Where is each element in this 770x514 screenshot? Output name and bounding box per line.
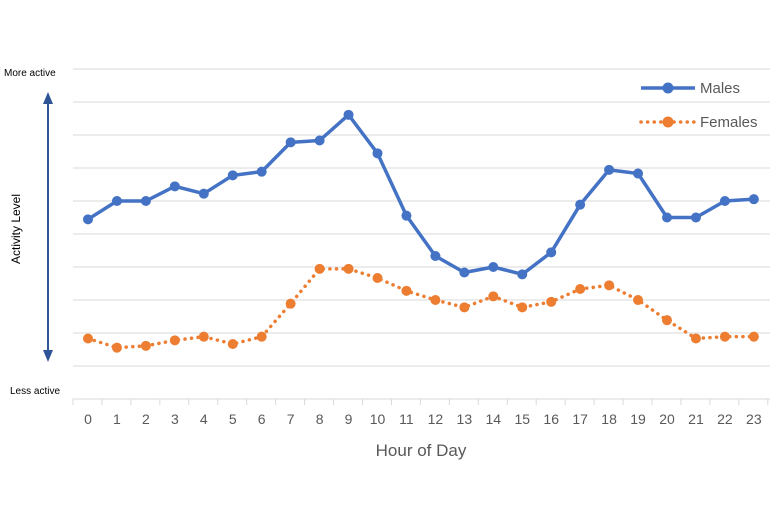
data-point-males: [285, 137, 296, 148]
x-tick-label: 18: [601, 411, 617, 427]
data-point-males: [372, 148, 383, 159]
x-tick-labels: 0 1 2 3 4 5 6 7 8 9 10 11 12 13 14 15 16 17 18 19 20 21 22 23: [72, 399, 769, 427]
data-point-females: [575, 284, 586, 294]
data-point-females: [314, 263, 325, 274]
x-tick-label: 8: [316, 411, 324, 427]
data-point-males: [546, 247, 557, 258]
data-point-females: [488, 291, 499, 302]
data-point-males: [690, 212, 701, 223]
y-axis-title: Activity Level: [9, 194, 23, 264]
data-point-males: [575, 199, 586, 210]
x-tick-label: 12: [428, 411, 444, 427]
data-point-females: [169, 335, 180, 346]
data-point-females: [690, 333, 701, 344]
x-tick-label: 7: [287, 411, 295, 427]
series-line-males: [87, 113, 754, 277]
x-tick-label: 17: [572, 411, 588, 427]
data-point-males: [256, 166, 267, 177]
legend-marker-females: [662, 116, 674, 128]
x-tick-label: 2: [142, 411, 150, 427]
legend-item-males: Males: [641, 80, 740, 97]
data-point-females: [633, 295, 644, 305]
data-point-males: [633, 168, 644, 179]
data-point-females: [227, 339, 238, 349]
data-point-females: [401, 285, 412, 296]
data-point-females: [546, 296, 557, 307]
x-axis-title: Hour of Day: [376, 441, 467, 460]
data-point-females: [198, 331, 209, 342]
data-point-males: [111, 196, 122, 206]
data-point-males: [83, 214, 93, 225]
data-point-females: [719, 331, 730, 342]
legend-label-males: Males: [700, 80, 740, 97]
x-tick-label: 14: [486, 411, 502, 427]
less-active-label: Less active: [10, 386, 60, 397]
x-tick-label: 22: [717, 411, 733, 427]
data-point-males: [430, 251, 441, 261]
legend-label-females: Females: [700, 114, 758, 131]
data-point-females: [748, 331, 759, 342]
series-males: [83, 109, 759, 280]
data-point-females: [517, 302, 528, 313]
x-tick-label: 23: [746, 411, 762, 427]
data-point-males: [314, 135, 325, 146]
activity-arrow: [43, 92, 53, 362]
more-active-label: More active: [4, 68, 56, 79]
arrow-up-icon: [43, 92, 53, 104]
data-point-females: [430, 295, 441, 305]
x-tick-label: 4: [200, 411, 208, 427]
x-tick-label: 0: [84, 411, 92, 427]
x-tick-label: 11: [399, 411, 414, 427]
data-point-females: [256, 331, 267, 342]
data-point-females: [459, 302, 470, 313]
x-tick-label: 9: [345, 411, 353, 427]
x-tick-label: 1: [113, 411, 121, 427]
arrow-down-icon: [43, 350, 53, 362]
legend: Males Females: [639, 80, 758, 131]
x-tick-label: 10: [370, 411, 386, 427]
data-point-males: [748, 194, 759, 205]
data-point-males: [604, 164, 615, 175]
data-point-females: [285, 298, 296, 309]
data-point-males: [459, 267, 470, 278]
data-point-females: [111, 342, 122, 353]
x-tick-label: 21: [688, 411, 704, 427]
data-point-males: [227, 170, 238, 181]
legend-marker-males: [662, 82, 674, 94]
x-tick-label: 5: [229, 411, 237, 427]
data-point-females: [604, 280, 615, 291]
data-point-males: [719, 196, 730, 206]
x-tick-label: 20: [659, 411, 675, 427]
data-point-males: [343, 109, 354, 120]
data-point-females: [372, 273, 383, 283]
data-point-males: [662, 212, 672, 223]
data-point-males: [169, 181, 180, 192]
data-point-males: [488, 262, 499, 272]
x-tick-label: 16: [543, 411, 559, 427]
series-females: [83, 263, 759, 353]
x-tick-label: 19: [630, 411, 646, 427]
series-layer: [83, 109, 759, 353]
data-point-females: [343, 263, 354, 274]
data-point-females: [662, 315, 672, 326]
x-tick-label: 6: [258, 411, 266, 427]
data-point-females: [83, 333, 93, 344]
data-point-males: [401, 210, 412, 221]
legend-item-females: Females: [639, 114, 758, 131]
data-point-males: [140, 196, 151, 206]
x-tick-label: 3: [171, 411, 179, 427]
x-tick-label: 13: [457, 411, 473, 427]
data-point-males: [198, 188, 209, 199]
series-line-females: [86, 267, 756, 350]
data-point-males: [517, 269, 528, 280]
x-tick-label: 15: [514, 411, 530, 427]
data-point-females: [140, 340, 151, 351]
